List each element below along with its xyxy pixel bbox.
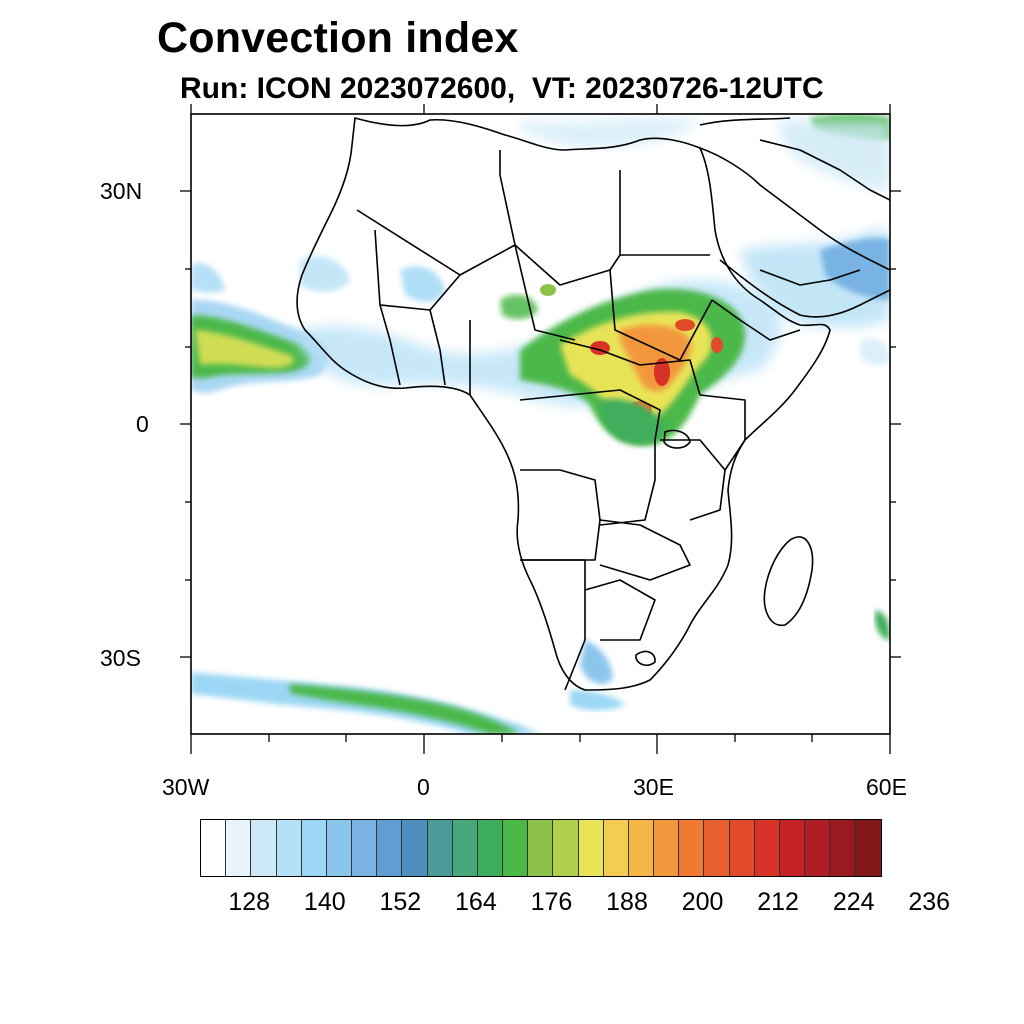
lesotho [635, 650, 656, 667]
border-south-sudan [559, 339, 701, 396]
colorbar-label: 200 [681, 888, 724, 916]
colorbar-box [477, 820, 504, 876]
border-botswana [584, 579, 656, 641]
colorbar-box [528, 820, 554, 876]
tick-marks [180, 104, 901, 754]
colorbar-label: 176 [530, 888, 573, 916]
shading-red-cell-3 [675, 319, 695, 331]
colorbar-box [830, 820, 856, 876]
chart-title: Convection index [157, 14, 519, 62]
colorbar [200, 819, 882, 877]
madagascar [763, 536, 814, 626]
lat-label-30n: 30N [100, 178, 143, 204]
colorbar-box [301, 820, 327, 876]
border-saudi [759, 269, 861, 286]
border-sudan [609, 269, 713, 361]
map-frame [190, 113, 891, 735]
border-namibia [520, 559, 586, 691]
colorbar-box [654, 820, 680, 876]
map-plot-area [191, 114, 890, 734]
border-ethiopia [711, 299, 801, 341]
colorbar-label: 224 [832, 888, 875, 916]
colorbar-box [805, 820, 831, 876]
colorbar-label: 236 [908, 888, 951, 916]
shading-indian-ocean [860, 338, 890, 366]
colorbar-box [503, 820, 529, 876]
border-tanzania [660, 439, 726, 521]
middle-east-north [699, 117, 890, 201]
shading-atlantic-north [191, 262, 225, 293]
border-kenya [699, 394, 746, 471]
shading-south-africa-2 [570, 690, 625, 711]
colorbar-box [578, 820, 604, 876]
colorbar-box [402, 820, 428, 876]
chart-subtitle: Run: ICON 2023072600, VT: 20230726-12UTC [180, 72, 824, 105]
colorbar-box [452, 820, 478, 876]
shading-sahara-1 [400, 266, 445, 302]
colorbar-box [276, 820, 302, 876]
colorbar-label: 188 [606, 888, 648, 916]
border-drc [519, 389, 661, 526]
shading-mauritania [300, 256, 350, 292]
lat-label-0: 0 [136, 411, 149, 437]
shading-south-africa [580, 640, 613, 685]
shading-sahara-3 [540, 284, 556, 296]
shading-madagascar-east [875, 610, 890, 640]
lake-victoria [663, 429, 691, 449]
colorbar-box [628, 820, 655, 876]
colorbar-box [427, 820, 453, 876]
colorbar-box [704, 820, 730, 876]
shading-turkey [779, 120, 890, 190]
border-zambia [599, 519, 691, 581]
colorbar-label: 164 [455, 888, 497, 916]
shading-atlantic-yellow [195, 330, 294, 368]
colorbar-box [603, 820, 629, 876]
colorbar-box [679, 820, 705, 876]
lon-label-30e: 30E [633, 774, 674, 800]
shading-southern-core [290, 684, 520, 734]
border-angola [520, 469, 601, 561]
shading-arabia-east [820, 238, 890, 300]
colorbar-box [729, 820, 755, 876]
border-algeria-libya [499, 150, 516, 246]
colorbar-box [326, 820, 353, 876]
lon-label-60e: 60E [866, 774, 907, 800]
africa-coastline [296, 117, 831, 691]
colorbar-box [855, 820, 881, 876]
shading-red-cell-2 [654, 358, 670, 386]
colorbar-box [226, 820, 252, 876]
shading-mediterranean [520, 118, 700, 149]
colorbar-box [553, 820, 579, 876]
shading-red-cell-5 [711, 337, 723, 353]
colorbar-box [352, 820, 378, 876]
colorbar-label: 140 [303, 888, 346, 916]
convection-shading [191, 114, 890, 734]
colorbar-box [754, 820, 780, 876]
colorbar-label: 212 [757, 888, 799, 916]
lon-label-30w: 30W [162, 774, 210, 800]
colorbar-box [779, 820, 806, 876]
lat-label-30s: 30S [100, 645, 141, 671]
shading-congo [599, 399, 665, 445]
border-mali [374, 229, 461, 311]
colorbar-label: 128 [228, 888, 271, 916]
arabian-peninsula [699, 147, 890, 318]
colorbar-label: 152 [379, 888, 422, 916]
lon-label-0: 0 [417, 774, 430, 800]
colorbar-box [201, 820, 227, 876]
border-west-africa [379, 304, 471, 395]
colorbar-box [377, 820, 403, 876]
colorbar-box [251, 820, 277, 876]
border-niger-chad [514, 244, 576, 341]
coastlines-borders [296, 117, 890, 691]
